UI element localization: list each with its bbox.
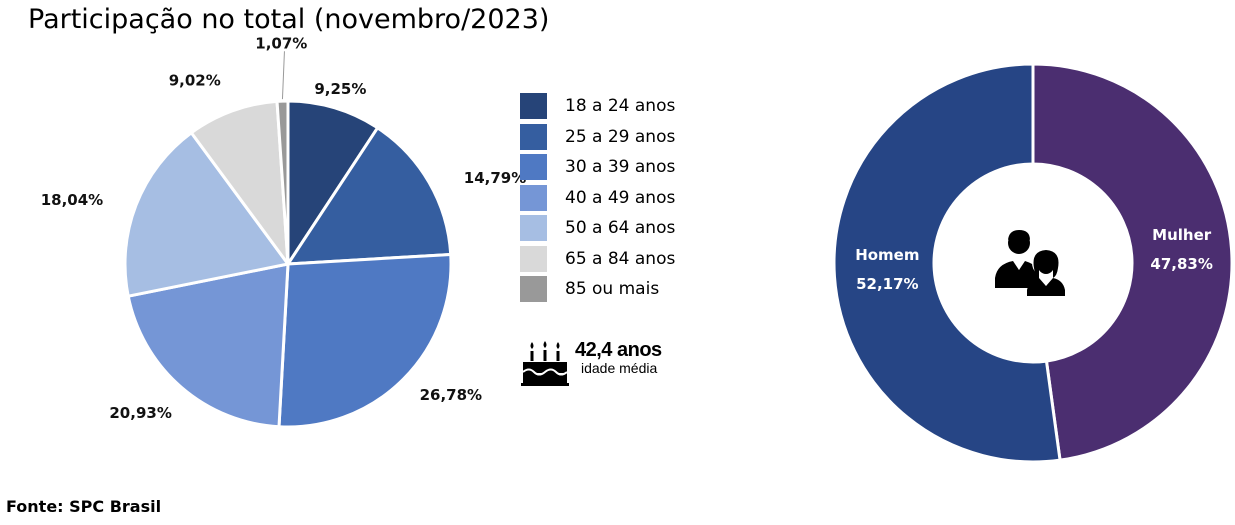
donut-category-label: Homem xyxy=(855,246,919,264)
legend-item-18-24: 18 a 24 anos xyxy=(520,91,675,122)
legend-swatch xyxy=(520,245,547,272)
pie-data-label: 18,04% xyxy=(41,191,103,209)
legend-swatch xyxy=(520,215,547,242)
legend-swatch xyxy=(520,184,547,211)
legend-swatch xyxy=(520,93,547,120)
legend-label: 50 a 64 anos xyxy=(565,218,676,239)
age-pie xyxy=(123,99,453,429)
legend-swatch xyxy=(520,123,547,150)
pie-leader-line xyxy=(281,51,285,100)
legend-label: 30 a 39 anos xyxy=(565,157,676,178)
legend-item-85: 85 ou mais xyxy=(520,274,675,305)
legend-item-50-64: 50 a 64 anos xyxy=(520,213,675,244)
pie-slice-30-a-39-anos xyxy=(277,252,453,429)
average-age-value: 42,4 anos xyxy=(575,339,662,361)
chart-title: Participação no total (novembro/2023) xyxy=(28,4,550,35)
legend-swatch xyxy=(520,276,547,303)
average-age-text: 42,4 anos idade média xyxy=(575,340,662,375)
gender-donut-labels: Mulher 47,83% Homem 52,17% xyxy=(855,226,1213,293)
pie-data-label: 14,79% xyxy=(464,169,526,187)
average-age-annotation: 42,4 anos idade média xyxy=(521,340,662,386)
legend-item-40-49: 40 a 49 anos xyxy=(520,183,675,214)
donut-category-label: Mulher xyxy=(1152,226,1212,244)
donut-data-label: 52,17% xyxy=(856,275,918,293)
legend-label: 18 a 24 anos xyxy=(565,96,676,117)
legend-label: 25 a 29 anos xyxy=(565,126,676,147)
legend-label: 65 a 84 anos xyxy=(565,248,676,269)
birthday-cake-icon xyxy=(521,341,569,386)
legend-item-65-84: 65 a 84 anos xyxy=(520,244,675,275)
age-pie-labels: 9,25% 14,79% 26,78% 20,93% 18,04% 9,02% 1,07% xyxy=(41,34,527,422)
pie-data-label: 26,78% xyxy=(420,386,482,404)
pie-slice-18-a-24-anos xyxy=(286,99,380,266)
donut-data-label: 47,83% xyxy=(1150,255,1212,273)
pie-data-label: 9,25% xyxy=(314,80,366,98)
legend-label: 40 a 49 anos xyxy=(565,187,676,208)
age-legend: 18 a 24 anos 25 a 29 anos 30 a 39 anos 4… xyxy=(520,91,675,305)
pie-data-label: 20,93% xyxy=(109,404,171,422)
average-age-caption: idade média xyxy=(581,360,658,376)
legend-item-25-29: 25 a 29 anos xyxy=(520,122,675,153)
legend-label: 85 ou mais xyxy=(565,279,660,300)
legend-swatch xyxy=(520,154,547,181)
people-icon xyxy=(995,230,1065,296)
pie-slice-50-a-64-anos xyxy=(123,131,290,298)
donut-slice-mulher xyxy=(1031,62,1234,462)
source-note: Fonte: SPC Brasil xyxy=(6,497,162,516)
legend-item-30-39: 30 a 39 anos xyxy=(520,152,675,183)
pie-data-label: 1,07% xyxy=(255,34,307,52)
pie-slice-65-a-84-anos xyxy=(189,99,290,266)
pie-data-label: 9,02% xyxy=(169,71,221,89)
gender-donut xyxy=(832,62,1234,464)
pie-slice-40-a-49-anos xyxy=(126,262,290,429)
pie-slice-25-a-29-anos xyxy=(286,126,453,266)
pie-slice-85-ou-mais xyxy=(275,99,290,266)
donut-slice-homem xyxy=(832,62,1062,464)
